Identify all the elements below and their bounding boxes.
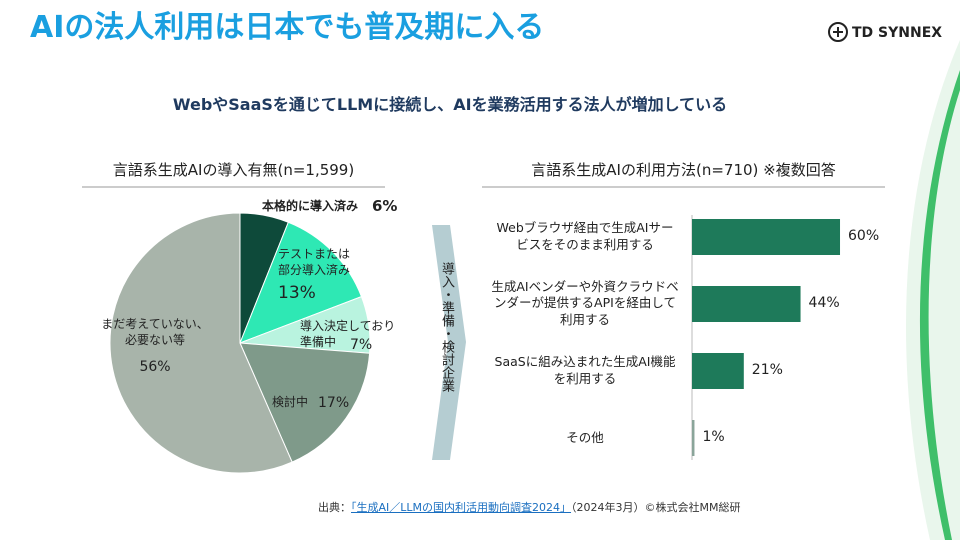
source-prefix: 出典： <box>318 500 351 514</box>
value-label: 7% <box>350 337 373 353</box>
decoration <box>919 70 960 540</box>
value-label: 56% <box>139 359 171 375</box>
arrow <box>432 225 466 460</box>
bar <box>692 219 841 255</box>
slice-label: テストまたは 部分導入済み <box>278 247 351 278</box>
chart-title: 言語系生成AIの利用方法(n=710) ※複数回答 <box>531 161 836 179</box>
slice-label: 導入決定しており 準備中 <box>300 319 396 350</box>
bar <box>692 420 695 456</box>
value-label: 17% <box>318 395 350 411</box>
category-label: 生成AIベンダーや外資クラウドベ ンダーが提供するAPIを経由して 利用する <box>491 278 679 328</box>
pie-slice <box>109 212 293 474</box>
source: 出典：「生成AI／LLMの国内利活用動向調査2024」（2024年3月）©株式会… <box>318 486 741 516</box>
logo: TD SYNNEX <box>852 25 943 41</box>
category-label: SaaSに組み込まれた生成AI機能 を利用する <box>494 354 676 386</box>
logo-icon <box>828 22 848 42</box>
slice-label: まだ考えていない、 必要ない等 <box>101 317 209 348</box>
decoration <box>906 40 960 540</box>
bar <box>692 353 744 389</box>
category-label: Webブラウザ経由で生成AIサー ビスをそのまま利用する <box>496 220 674 252</box>
arrow-label: 導入・準備・検討企業 <box>439 262 454 392</box>
value-label: 6% <box>372 197 398 215</box>
value-label: 1% <box>702 429 725 445</box>
source-suffix: （2024年3月）©株式会社MM総研 <box>571 500 741 514</box>
logo-icon <box>833 27 843 37</box>
value-label: 13% <box>278 283 316 303</box>
slice-label: 本格的に導入済み <box>262 199 359 213</box>
chart-title: 言語系生成AIの導入有無(n=1,599) <box>112 161 355 179</box>
title: AIの法人利用は日本でも普及期に入る <box>30 10 545 45</box>
value-label: 60% <box>848 228 880 244</box>
value-label: 44% <box>808 295 840 311</box>
source-link[interactable]: 「生成AI／LLMの国内利活用動向調査2024」 <box>351 500 572 514</box>
category-label: その他 <box>566 429 604 445</box>
pie-slice <box>239 342 371 463</box>
pie-slice <box>239 221 363 344</box>
subtitle: WebやSaaSを通じてLLMに接続し、AIを業務活用する法人が増加している <box>172 95 728 114</box>
bar <box>692 286 801 322</box>
value-label: 21% <box>751 362 783 378</box>
slice-label: 検討中 <box>272 395 309 409</box>
